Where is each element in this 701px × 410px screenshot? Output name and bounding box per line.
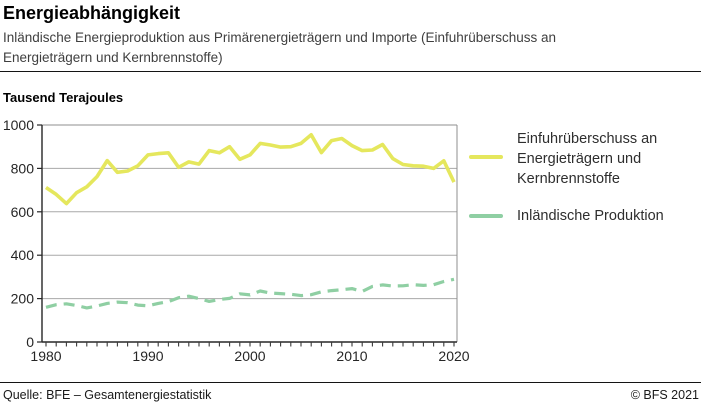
x-tick-label: 2010 xyxy=(336,348,367,364)
footer-source: Quelle: BFE – Gesamtenergiestatistik xyxy=(3,388,212,402)
y-tick-label: 1000 xyxy=(3,117,34,133)
legend-item-imports: Einfuhrüberschuss an Energieträgern und … xyxy=(469,129,697,189)
legend-swatch-production xyxy=(469,214,503,218)
legend-label-imports: Einfuhrüberschuss an Energieträgern und … xyxy=(517,131,658,187)
y-tick-label: 600 xyxy=(11,204,35,220)
chart-svg: 0 200 400 600 800 1000 1980 1990 2000 2010 2020 xyxy=(3,117,470,364)
chart-legend: Einfuhrüberschuss an Energieträgern und … xyxy=(469,129,697,226)
y-tick-label: 0 xyxy=(26,334,34,350)
series-line-imports xyxy=(44,132,456,206)
header-divider xyxy=(0,71,701,72)
y-tick-label: 800 xyxy=(11,160,35,176)
x-tick-label: 2020 xyxy=(438,348,469,364)
footer-copyright: © BFS 2021 xyxy=(630,388,699,402)
y-tick-label: 200 xyxy=(11,291,35,307)
series-line-production xyxy=(45,277,455,310)
x-tick-label: 1980 xyxy=(30,348,61,364)
legend-label-production: Inländische Produktion xyxy=(517,208,664,224)
y-tick-label: 400 xyxy=(11,247,35,263)
x-tick-label: 2000 xyxy=(234,348,265,364)
page-subtitle: Inländische Energieproduktion aus Primär… xyxy=(3,30,557,65)
y-axis-unit-label: Tausend Terajoules xyxy=(3,90,124,105)
legend-swatch-imports xyxy=(469,155,503,159)
x-tick-label: 1990 xyxy=(132,348,163,364)
page-title: Energieabhängigkeit xyxy=(3,3,181,23)
legend-item-production: Inländische Produktion xyxy=(469,206,697,226)
footer-divider xyxy=(0,382,701,383)
